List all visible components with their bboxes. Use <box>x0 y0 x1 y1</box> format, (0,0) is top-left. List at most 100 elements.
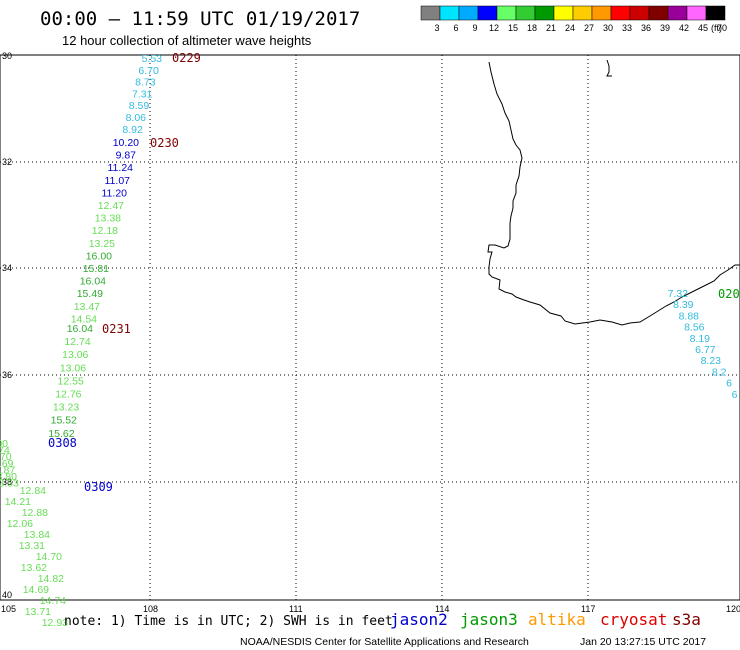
wave-height-value: 8.19 <box>690 333 711 345</box>
wave-height-value: 12.76 <box>55 389 81 401</box>
pass-time-label: 0308 <box>48 436 77 450</box>
map-subtitle: 12 hour collection of altimeter wave hei… <box>62 33 312 48</box>
wave-height-value: 6 <box>726 378 732 390</box>
wave-height-value: 8.88 <box>679 310 700 322</box>
wave-height-value: 13.62 <box>21 562 47 574</box>
legend-swatch <box>515 5 536 21</box>
wave-height-value: 12.06 <box>7 518 33 530</box>
wave-height-value: 13.06 <box>60 362 86 374</box>
pass-time-label: 0231 <box>102 322 131 336</box>
wave-height-value: 11.20 <box>102 187 128 199</box>
wave-height-value: 11.07 <box>105 175 131 187</box>
track-0309: 12.8414.2112.8812.0613.8413.3114.7013.62… <box>5 480 113 629</box>
wave-height-value: 15.81 <box>83 263 109 275</box>
wave-height-value: 10.20 <box>113 137 139 149</box>
wave-height-value: 7.32 <box>668 288 689 300</box>
lat-label: 40 <box>2 590 12 600</box>
wave-height-value: 6 <box>732 389 738 401</box>
island-outline <box>606 59 612 77</box>
wave-height-value: 5.53 <box>142 53 163 65</box>
credit-line: NOAA/NESDIS Center for Satellite Applica… <box>240 636 529 648</box>
legend-tick: 36 <box>641 23 651 33</box>
altimeter-tracks: 5.536.708.737.318.598.068.92 0229 10.209.8… <box>0 51 740 629</box>
legend-tick: 39 <box>660 23 670 33</box>
legend-tick: 3 <box>434 23 439 33</box>
lon-label: 111 <box>289 604 303 614</box>
wave-height-value: 13.38 <box>95 213 121 225</box>
color-scale-legend: (ft) 3 6 9 12 15 18 21 24 27 30 33 36 39 42 45 70 <box>420 5 727 33</box>
legend-swatch <box>572 5 593 21</box>
legend-tick: 30 <box>603 23 613 33</box>
wave-height-value: 13.53 <box>0 478 19 490</box>
pass-time-label: 0200 <box>718 287 740 301</box>
legend-tick: 18 <box>527 23 537 33</box>
track-0231: 16.0412.7413.0613.0612.5512.7613.2315.52… <box>48 322 131 440</box>
satellite-jason2: jason2 <box>390 610 448 629</box>
legend-swatch <box>477 5 498 21</box>
legend-tick: 33 <box>622 23 632 33</box>
wave-height-value: 12.18 <box>92 225 118 237</box>
legend-swatch <box>496 5 517 21</box>
legend-tick: 27 <box>584 23 594 33</box>
wave-height-value: 8.73 <box>135 77 156 89</box>
wave-height-value: 8.56 <box>684 322 705 334</box>
legend-swatch <box>591 5 612 21</box>
wave-height-value: 8.59 <box>129 100 150 112</box>
wave-height-value: 15.62 <box>48 428 74 440</box>
legend-swatch <box>629 5 650 21</box>
wave-height-value: 13.25 <box>89 238 115 250</box>
wave-height-value: 8.06 <box>126 112 147 124</box>
satellite-jason3: jason3 <box>460 610 518 629</box>
lat-label: 36 <box>2 370 12 380</box>
australia-coastline <box>487 61 740 326</box>
wave-height-value: 6.77 <box>695 344 716 356</box>
wave-height-value: 13.31 <box>19 540 45 552</box>
wave-height-value: 14.21 <box>5 496 31 508</box>
legend-tick: 9 <box>472 23 477 33</box>
legend-tick: 45 <box>698 23 708 33</box>
lat-lon-grid <box>0 55 740 600</box>
units-note: note: 1) Time is in UTC; 2) SWH is in fe… <box>64 614 393 629</box>
satellite-altika: altika <box>528 610 586 629</box>
generated-timestamp: Jan 20 13:27:15 UTC 2017 <box>580 636 706 648</box>
satellite-cryosat: cryosat <box>600 610 667 629</box>
wave-height-value: 13.87 <box>0 464 15 476</box>
track-0229: 5.536.708.737.318.598.068.92 0229 <box>122 51 201 136</box>
wave-height-value: 14.69 <box>23 584 49 596</box>
pass-time-label: 0230 <box>150 136 179 150</box>
legend-unit: (ft) <box>711 23 722 33</box>
legend-swatch <box>420 5 441 21</box>
legend-swatch <box>458 5 479 21</box>
legend-swatch <box>705 5 726 21</box>
wave-height-value: 16.04 <box>80 276 106 288</box>
pass-time-label: 0229 <box>172 51 201 65</box>
wave-height-value: 8.2 <box>712 366 727 378</box>
satellite-legend: jason2 jason3 altika cryosat s3a <box>390 610 701 629</box>
map-frame <box>0 54 740 601</box>
legend-tick: 6 <box>453 23 458 33</box>
wave-height-value: 12.74 <box>64 336 90 348</box>
wave-height-value: 11.24 <box>108 162 134 174</box>
lat-label: 30 <box>2 51 12 61</box>
wave-height-value: 8.23 <box>701 355 722 367</box>
wave-height-value: 14.70 <box>0 451 12 463</box>
lon-label: 114 <box>435 604 449 614</box>
wave-height-value: 7.31 <box>132 88 153 100</box>
wave-height-value: 13.80 <box>0 471 17 483</box>
wave-height-value: 12.47 <box>98 200 124 212</box>
legend-swatch <box>534 5 555 21</box>
wave-height-value: 16.04 <box>67 323 93 335</box>
legend-tick: 12 <box>489 23 499 33</box>
legend-swatch <box>648 5 669 21</box>
satellite-s3a: s3a <box>672 610 701 629</box>
pass-time-label: 0309 <box>84 480 113 494</box>
wave-height-value: 6.70 <box>138 65 159 77</box>
wave-height-value: 12.84 <box>20 485 46 497</box>
legend-tick: 21 <box>546 23 556 33</box>
wave-height-value: 13.71 <box>25 606 51 618</box>
wave-height-value: 14.82 <box>38 573 64 585</box>
wave-height-value: 12.93 <box>42 617 68 629</box>
wave-height-value: 16.00 <box>86 250 112 262</box>
